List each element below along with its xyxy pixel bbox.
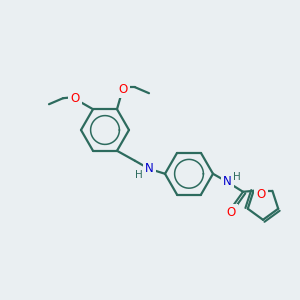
Text: N: N — [223, 175, 231, 188]
Text: O: O — [256, 188, 266, 201]
Text: N: N — [145, 162, 153, 175]
Text: H: H — [135, 170, 143, 180]
Text: O: O — [70, 92, 80, 105]
Text: O: O — [226, 206, 236, 219]
Text: H: H — [233, 172, 241, 182]
Text: O: O — [118, 83, 127, 96]
